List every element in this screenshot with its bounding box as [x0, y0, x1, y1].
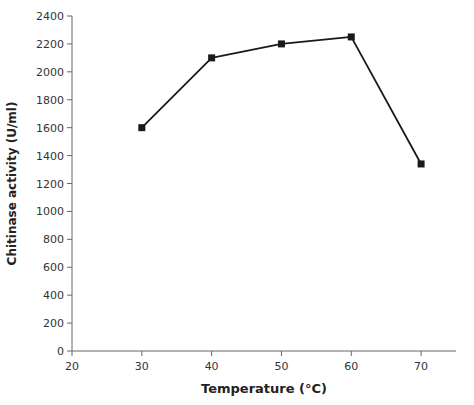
- data-point: [348, 33, 355, 40]
- background: [0, 0, 474, 405]
- y-tick-label: 200: [43, 317, 64, 330]
- x-tick: [281, 351, 282, 356]
- y-tick: [67, 295, 72, 296]
- chart-svg: 20 30 40 50 60 70 0 200 400 600 800 1000 1200 1400 160…: [0, 0, 474, 405]
- x-tick-label: 70: [414, 360, 428, 373]
- y-tick: [67, 323, 72, 324]
- y-tick: [67, 127, 72, 128]
- y-tick-label: 600: [43, 261, 64, 274]
- x-tick: [351, 351, 352, 356]
- plot-area: [138, 33, 424, 167]
- x-axis-label: Temperature (°C): [201, 381, 327, 396]
- y-tick: [67, 99, 72, 100]
- x-tick-label: 30: [135, 360, 149, 373]
- x-tick-label: 50: [274, 360, 288, 373]
- x-tick: [141, 351, 142, 356]
- y-tick: [67, 239, 72, 240]
- y-tick-label: 1600: [36, 122, 64, 135]
- y-tick: [67, 71, 72, 72]
- data-line: [142, 37, 421, 164]
- axes: 20 30 40 50 60 70 0 200 400 600 800 1000 1200 1400 160…: [36, 10, 456, 373]
- data-point: [208, 54, 215, 61]
- x-tick-label: 40: [205, 360, 219, 373]
- y-tick: [67, 43, 72, 44]
- x-tick: [72, 351, 73, 356]
- y-tick-label: 1000: [36, 205, 64, 218]
- data-point: [138, 124, 145, 131]
- y-tick: [67, 155, 72, 156]
- y-tick: [67, 16, 72, 17]
- x-tick-label: 60: [344, 360, 358, 373]
- y-tick-label: 1800: [36, 94, 64, 107]
- y-tick-label: 1200: [36, 178, 64, 191]
- data-point: [418, 160, 425, 167]
- y-tick: [67, 211, 72, 212]
- y-tick-label: 400: [43, 289, 64, 302]
- x-tick: [421, 351, 422, 356]
- y-tick: [67, 267, 72, 268]
- y-axis-label: Chitinase activity (U/ml): [5, 102, 19, 266]
- x-tick: [211, 351, 212, 356]
- y-tick: [67, 183, 72, 184]
- chart-container: 20 30 40 50 60 70 0 200 400 600 800 1000 1200 1400 160…: [0, 0, 474, 405]
- y-tick: [67, 351, 72, 352]
- x-axis-line: [72, 351, 456, 352]
- x-tick-label: 20: [65, 360, 79, 373]
- y-tick-label: 2000: [36, 66, 64, 79]
- y-tick-label: 800: [43, 233, 64, 246]
- y-tick-label: 0: [57, 345, 64, 358]
- y-tick-label: 1400: [36, 150, 64, 163]
- y-tick-label: 2400: [36, 10, 64, 23]
- data-point: [278, 40, 285, 47]
- y-tick-label: 2200: [36, 38, 64, 51]
